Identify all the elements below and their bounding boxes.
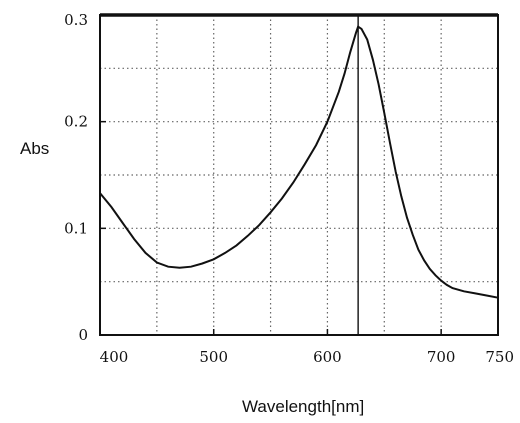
x-tick-label: 400 bbox=[100, 348, 129, 366]
y-tick-label: 0.2 bbox=[64, 113, 88, 131]
x-tick-label: 600 bbox=[313, 348, 342, 366]
y-tick-label: 0.3 bbox=[64, 11, 88, 29]
y-tick-label: 0 bbox=[78, 326, 88, 344]
y-tick-label: 0.1 bbox=[64, 219, 88, 237]
axis-ticks: 400 500 600 700 750 0 0.1 0.2 0.3 bbox=[64, 11, 514, 366]
x-tick-label: 700 bbox=[427, 348, 456, 366]
y-axis-title: Abs bbox=[20, 139, 49, 158]
absorbance-spectrum-line bbox=[99, 25, 499, 299]
x-tick-label: 750 bbox=[485, 348, 514, 366]
x-axis-title: Wavelength[nm] bbox=[242, 397, 364, 416]
x-tick-label: 500 bbox=[199, 348, 228, 366]
